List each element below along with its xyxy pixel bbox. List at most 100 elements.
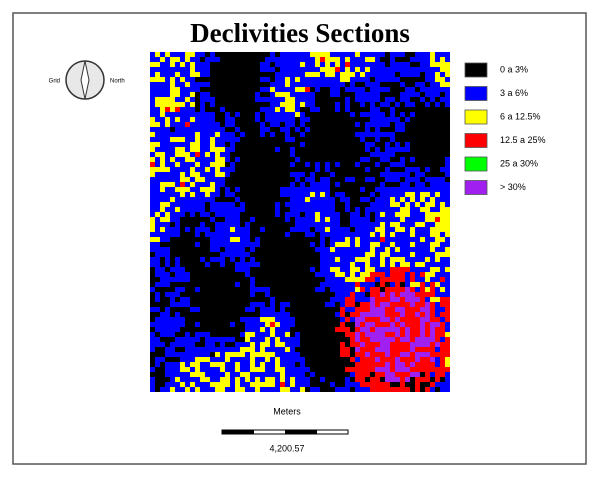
raster-cell (360, 247, 365, 252)
raster-cell (350, 247, 355, 252)
raster-cell (440, 242, 445, 247)
raster-cell (315, 232, 320, 237)
raster-cell (395, 197, 400, 202)
raster-cell (270, 77, 275, 82)
raster-cell (345, 282, 350, 287)
raster-cell (355, 327, 360, 332)
raster-cell (270, 137, 275, 142)
raster-cell (270, 152, 275, 157)
raster-cell (185, 232, 190, 237)
raster-cell (175, 102, 180, 107)
raster-cell (265, 297, 270, 302)
raster-cell (445, 377, 450, 382)
raster-cell (305, 117, 310, 122)
raster-cell (255, 182, 260, 187)
raster-cell (330, 92, 335, 97)
raster-cell (210, 107, 215, 112)
raster-cell (380, 97, 385, 102)
raster-cell (305, 257, 310, 262)
raster-cell (345, 137, 350, 142)
raster-cell (170, 327, 175, 332)
raster-cell (170, 132, 175, 137)
raster-cell (270, 67, 275, 72)
raster-cell (415, 87, 420, 92)
raster-cell (440, 187, 445, 192)
raster-cell (385, 327, 390, 332)
raster-cell (415, 67, 420, 72)
raster-cell (175, 342, 180, 347)
raster-cell (210, 92, 215, 97)
raster-cell (155, 252, 160, 257)
raster-cell (255, 82, 260, 87)
raster-cell (410, 127, 415, 132)
raster-cell (285, 357, 290, 362)
raster-cell (355, 377, 360, 382)
raster-cell (310, 307, 315, 312)
raster-cell (335, 247, 340, 252)
raster-cell (415, 257, 420, 262)
raster-cell (345, 387, 350, 392)
raster-cell (220, 127, 225, 132)
raster-cell (235, 72, 240, 77)
raster-cell (425, 207, 430, 212)
raster-cell (350, 147, 355, 152)
raster-cell (185, 107, 190, 112)
raster-cell (180, 172, 185, 177)
raster-cell (255, 282, 260, 287)
raster-cell (395, 107, 400, 112)
raster-cell (295, 132, 300, 137)
raster-cell (330, 292, 335, 297)
raster-cell (360, 192, 365, 197)
raster-cell (165, 132, 170, 137)
raster-cell (435, 67, 440, 72)
raster-cell (160, 87, 165, 92)
raster-cell (270, 232, 275, 237)
raster-cell (230, 132, 235, 137)
raster-cell (445, 297, 450, 302)
raster-cell (430, 297, 435, 302)
raster-cell (270, 342, 275, 347)
raster-cell (310, 217, 315, 222)
raster-cell (215, 247, 220, 252)
raster-cell (385, 57, 390, 62)
raster-cell (370, 172, 375, 177)
raster-cell (425, 162, 430, 167)
raster-cell (365, 142, 370, 147)
raster-cell (330, 162, 335, 167)
raster-cell (245, 272, 250, 277)
raster-cell (390, 312, 395, 317)
raster-cell (430, 327, 435, 332)
raster-cell (195, 317, 200, 322)
raster-cell (395, 342, 400, 347)
raster-cell (170, 87, 175, 92)
raster-cell (405, 202, 410, 207)
raster-cell (230, 337, 235, 342)
raster-cell (195, 342, 200, 347)
raster-cell (360, 162, 365, 167)
raster-cell (360, 287, 365, 292)
raster-cell (215, 197, 220, 202)
raster-cell (290, 162, 295, 167)
raster-cell (425, 212, 430, 217)
raster-cell (390, 52, 395, 57)
raster-cell (325, 227, 330, 232)
raster-cell (390, 342, 395, 347)
raster-cell (325, 367, 330, 372)
raster-cell (430, 72, 435, 77)
raster-cell (225, 232, 230, 237)
raster-cell (300, 267, 305, 272)
raster-cell (170, 292, 175, 297)
raster-cell (245, 357, 250, 362)
raster-cell (180, 272, 185, 277)
raster-cell (210, 177, 215, 182)
raster-cell (345, 112, 350, 117)
raster-cell (370, 367, 375, 372)
raster-cell (200, 137, 205, 142)
raster-cell (330, 297, 335, 302)
raster-cell (420, 317, 425, 322)
raster-cell (280, 227, 285, 232)
raster-cell (445, 357, 450, 362)
raster-cell (220, 232, 225, 237)
raster-cell (290, 267, 295, 272)
raster-cell (235, 52, 240, 57)
